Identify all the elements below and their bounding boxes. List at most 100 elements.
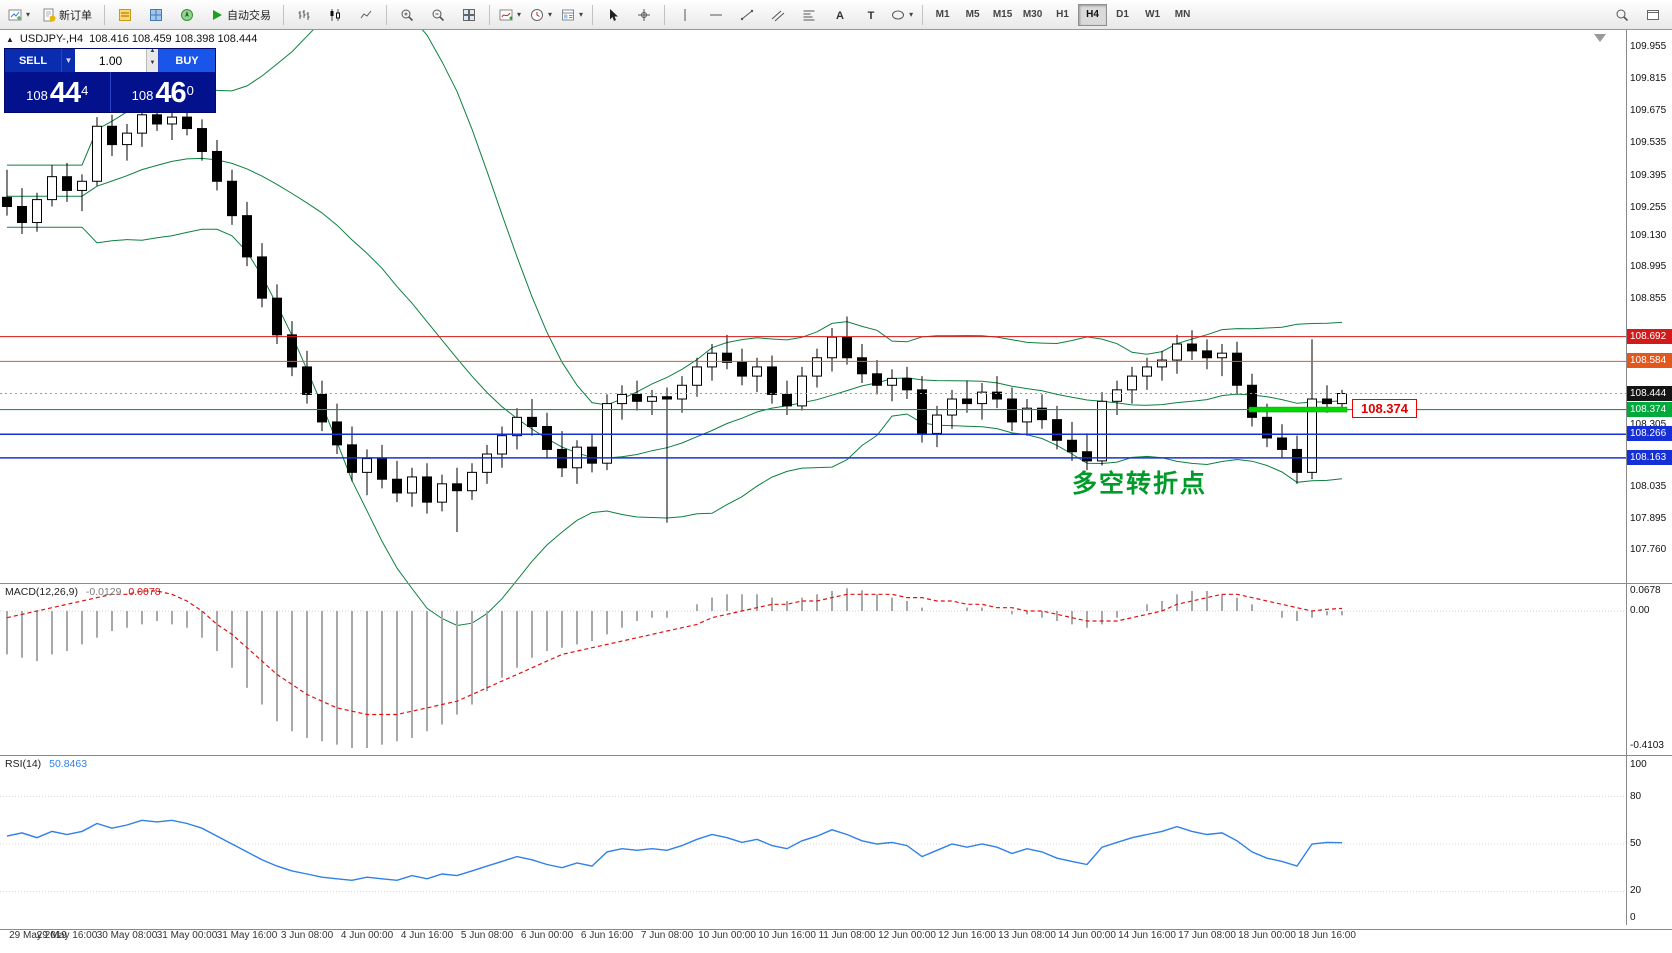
periods-button[interactable]: ▾ (526, 3, 556, 27)
timeframe-button-MN[interactable]: MN (1174, 9, 1191, 20)
new-order-button[interactable]: 新订单 (35, 3, 99, 27)
macd-axis-label: 0.00 (1630, 605, 1650, 616)
price-tick: 107.760 (1630, 544, 1667, 556)
symbol-title: USDJPY-,H4 (19, 33, 84, 45)
zoom-in-button[interactable] (392, 3, 422, 27)
line-chart-button[interactable] (351, 3, 381, 27)
fibo-icon (802, 8, 816, 22)
panel-separator-macd[interactable] (0, 583, 1672, 584)
new-window-button[interactable] (1638, 3, 1668, 27)
indicators-button-dropdown-icon[interactable]: ▾ (517, 10, 522, 19)
toolbar-group: A T ▾ (670, 3, 917, 27)
shapes-button-dropdown-icon[interactable]: ▾ (909, 10, 914, 19)
new-chart-button[interactable]: ▾ (4, 3, 34, 27)
timeframe-button-M30[interactable]: M30 (1022, 9, 1043, 20)
panel-separator-time-axis (0, 929, 1672, 930)
cursor-button[interactable] (598, 3, 628, 27)
timeframe-button-M1[interactable]: M1 (935, 9, 950, 20)
vline-icon (678, 8, 692, 22)
sell-button[interactable]: SELL (5, 49, 62, 72)
time-axis-label: 10 Jun 16:00 (758, 930, 816, 941)
horizontal-line-button[interactable] (701, 3, 731, 27)
shapes-button[interactable]: ▾ (887, 3, 917, 27)
fibonacci-button[interactable] (794, 3, 824, 27)
text-button[interactable]: A (825, 3, 855, 27)
bar-chart-button[interactable] (289, 3, 319, 27)
buy-price-button[interactable]: 108 46 0 (111, 72, 216, 112)
macd-value-main: -0.0129 (85, 586, 122, 598)
zoom-out-button[interactable] (423, 3, 453, 27)
timeframe-button-D1[interactable]: D1 (1116, 9, 1129, 20)
crosshair-icon (637, 8, 651, 22)
volume-up-icon[interactable]: ▲ (147, 48, 158, 61)
volume-input[interactable] (75, 49, 146, 72)
svg-text:T: T (868, 10, 875, 22)
trendline-button[interactable] (732, 3, 762, 27)
macd-axis-label: -0.4103 (1630, 740, 1664, 751)
trend-icon (740, 8, 754, 22)
toolbar-group: ▾ 新订单 (4, 3, 99, 27)
timeframe-button-W1[interactable]: W1 (1145, 9, 1161, 20)
crosshair-button[interactable] (629, 3, 659, 27)
symbol-info: ▲ USDJPY-,H4 108.416 108.459 108.398 108… (6, 33, 257, 45)
rsi-label: RSI(14) 50.8463 (5, 758, 87, 770)
time-axis-label: 13 Jun 08:00 (998, 930, 1056, 941)
toolbar-separator (386, 4, 388, 25)
buy-button[interactable]: BUY (158, 49, 215, 72)
new-chart-button-dropdown-icon[interactable]: ▾ (26, 10, 31, 19)
time-axis-label: 18 Jun 00:00 (1238, 930, 1296, 941)
new-order-button-label: 新订单 (59, 9, 93, 22)
sell-price-button[interactable]: 108 44 4 (5, 72, 111, 112)
navigator-button[interactable] (172, 3, 202, 27)
toolbar-separator (592, 4, 594, 25)
panel-separator-rsi[interactable] (0, 755, 1672, 756)
time-axis-label: 4 Jun 00:00 (340, 930, 394, 941)
data-window-button[interactable] (141, 3, 171, 27)
timeframe-button-M15[interactable]: M15 (992, 9, 1013, 20)
vertical-line-button[interactable] (670, 3, 700, 27)
time-axis-label: 3 Jun 08:00 (280, 930, 334, 941)
chart-shift-marker-icon[interactable] (1594, 34, 1606, 42)
price-tick: 109.955 (1630, 41, 1667, 53)
rsi-axis-label: 100 (1630, 759, 1647, 770)
time-axis-label: 10 Jun 00:00 (698, 930, 756, 941)
time-axis-label: 4 Jun 16:00 (400, 930, 454, 941)
buy-price-pip: 0 (186, 83, 194, 98)
price-tick: 108.995 (1630, 261, 1667, 273)
candlestick-chart-button[interactable] (320, 3, 350, 27)
autotrading-button[interactable]: 自动交易 (203, 3, 278, 27)
sell-price-big: 44 (49, 77, 81, 109)
timeframe-button-H4[interactable]: H4 (1078, 3, 1108, 26)
toolbar-separator (283, 4, 285, 25)
volume-down-icon[interactable]: ▼ (147, 60, 158, 72)
indicators-button[interactable]: ▾ (495, 3, 525, 27)
indicator-icon (499, 8, 513, 22)
periods-button-dropdown-icon[interactable]: ▾ (548, 10, 553, 19)
time-axis[interactable]: 29 May 2019 29 May 16:00 30 May 08:00 31 Ma… (0, 930, 1672, 953)
new-order-icon (42, 8, 56, 22)
price-axis-border (1626, 30, 1627, 925)
toolbar-separator (922, 4, 924, 25)
zoom-out-icon (431, 8, 445, 22)
rsi-name: RSI(14) (5, 758, 42, 770)
tile-windows-button[interactable] (454, 3, 484, 27)
channel-button[interactable] (763, 3, 793, 27)
volume-dropdown-icon[interactable]: ▼ (62, 49, 75, 72)
text-label-button[interactable]: T (856, 3, 886, 27)
one-click-trading-panel: SELL ▼ ▲ ▼ BUY 108 44 4 108 46 0 (4, 48, 216, 113)
price-tag: 108.266 (1627, 426, 1672, 442)
window-icon (1646, 8, 1660, 22)
templates-button-dropdown-icon[interactable]: ▾ (579, 10, 584, 19)
macd-name: MACD(12,26,9) (5, 586, 78, 598)
templates-button[interactable]: ▾ (557, 3, 587, 27)
time-axis-label: 17 Jun 08:00 (1178, 930, 1236, 941)
timeframe-button-M5[interactable]: M5 (965, 9, 980, 20)
time-axis-label: 29 May 16:00 (36, 930, 98, 941)
toolbar-group: ▾ ▾ ▾ (495, 3, 587, 27)
timeframe-button-H1[interactable]: H1 (1056, 9, 1069, 20)
market-watch-button[interactable] (110, 3, 140, 27)
search-button[interactable] (1607, 3, 1637, 27)
price-tick: 109.675 (1630, 105, 1667, 117)
cursor-icon (606, 8, 620, 22)
